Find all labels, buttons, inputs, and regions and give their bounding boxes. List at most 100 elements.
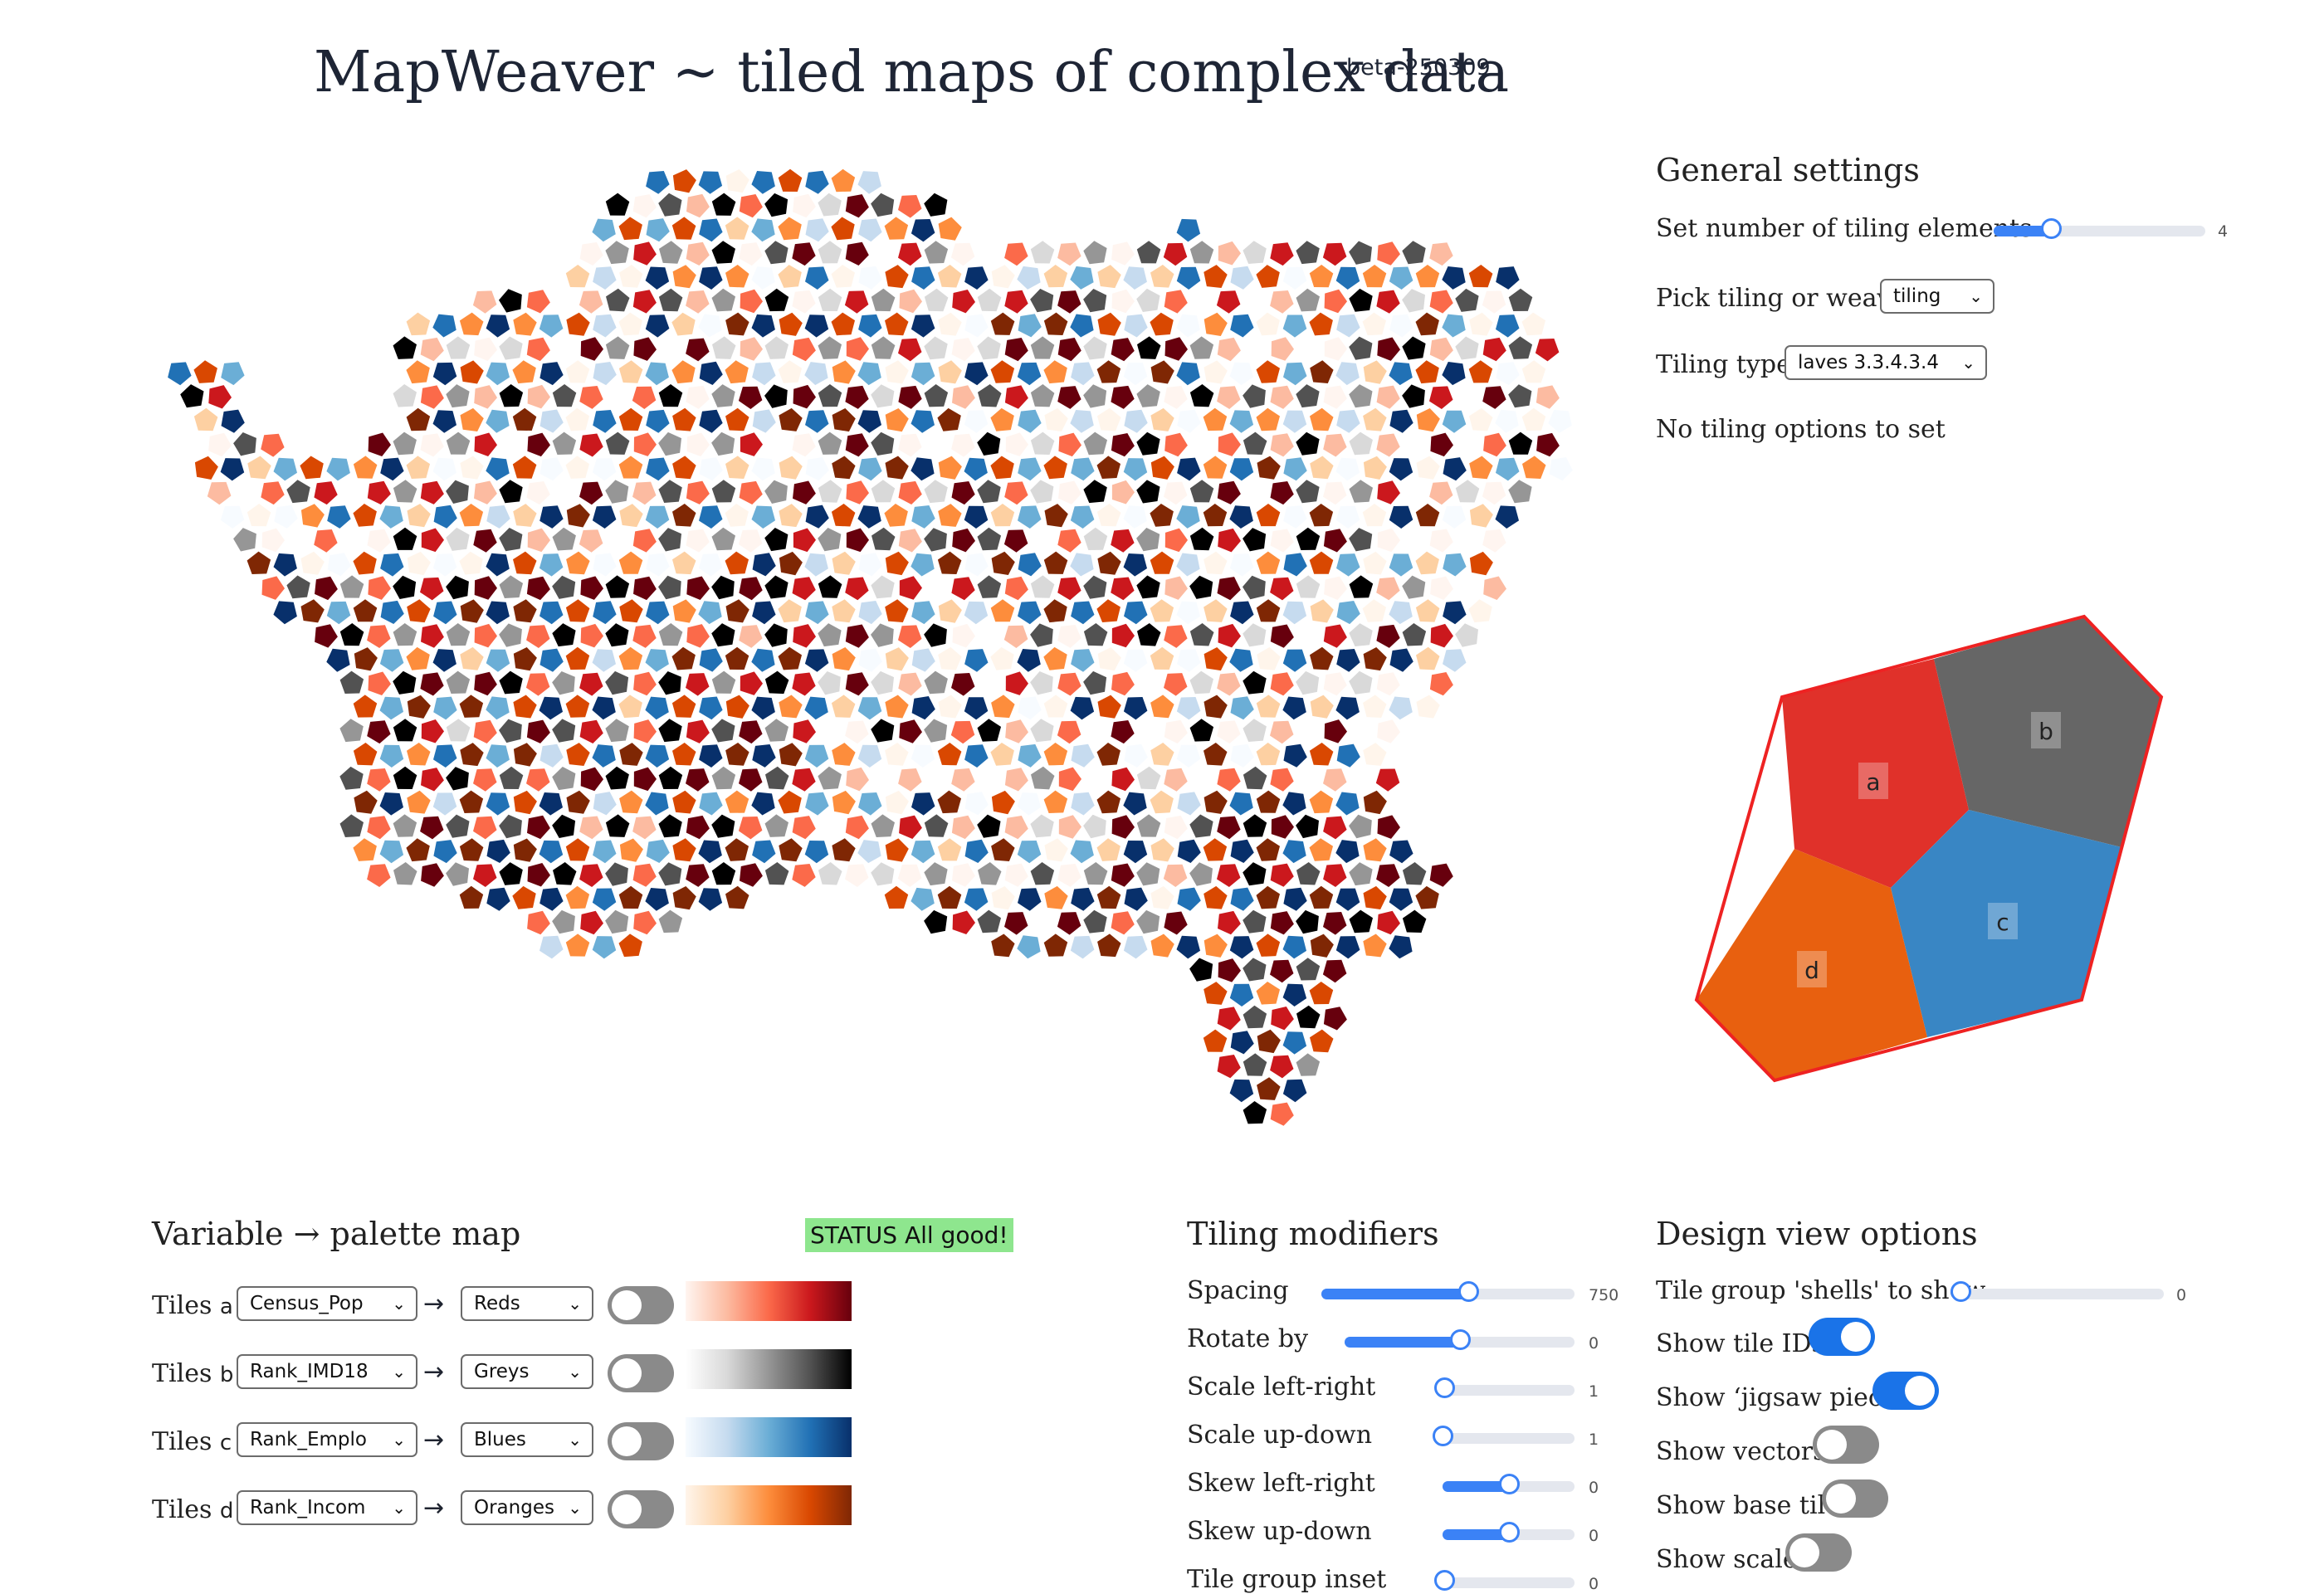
map-tile xyxy=(1455,670,1479,695)
map-tile xyxy=(633,241,657,266)
map-tile xyxy=(605,528,629,552)
modifier-slider[interactable] xyxy=(1443,1522,1575,1543)
map-tile xyxy=(1309,838,1333,861)
map-tile xyxy=(593,266,617,290)
slider-handle[interactable] xyxy=(1434,1377,1455,1398)
map-tile xyxy=(1230,887,1254,911)
map-tile xyxy=(752,601,776,625)
slider-handle[interactable] xyxy=(1950,1281,1971,1302)
map-tile xyxy=(1377,480,1400,505)
map-tile xyxy=(884,885,909,909)
tiling-type-select[interactable]: laves 3.3.4.3.4 ⌄ xyxy=(1784,345,1987,380)
slider-handle[interactable] xyxy=(1457,1281,1479,1302)
slider-handle[interactable] xyxy=(1433,1426,1453,1446)
map-tile xyxy=(526,337,550,362)
map-tile xyxy=(1136,241,1161,264)
tiling-or-weave-select[interactable]: tiling ⌄ xyxy=(1880,279,1994,314)
toggle-switch[interactable] xyxy=(1822,1479,1888,1518)
slider-handle[interactable] xyxy=(1434,1570,1455,1591)
variable-select[interactable]: Rank_Incom ⌄ xyxy=(237,1490,417,1525)
modifier-slider[interactable] xyxy=(1433,1426,1575,1446)
map-tile xyxy=(818,241,842,264)
modifier-slider[interactable] xyxy=(1434,1570,1575,1591)
map-tile xyxy=(1230,696,1254,720)
map-tile xyxy=(938,217,962,241)
map-tile xyxy=(300,599,325,623)
map-tile xyxy=(1218,910,1241,935)
reverse-palette-toggle[interactable] xyxy=(608,1286,674,1324)
map-tile xyxy=(618,217,642,241)
map-tile xyxy=(978,862,1002,885)
palette-select[interactable]: Blues ⌄ xyxy=(461,1422,593,1457)
map-tile xyxy=(605,431,630,455)
map-tile xyxy=(845,433,869,457)
map-tile xyxy=(778,265,802,288)
map-tile xyxy=(580,767,603,792)
variable-select[interactable]: Census_Pop ⌄ xyxy=(237,1286,417,1321)
arrow-icon: → xyxy=(423,1289,445,1319)
map-tile xyxy=(1256,312,1280,336)
map-tile xyxy=(1363,743,1387,766)
map-tile xyxy=(832,743,856,766)
map-tile xyxy=(1335,266,1360,290)
map-tile xyxy=(499,384,524,407)
map-tile xyxy=(1243,480,1267,503)
palette-select[interactable]: Greys ⌄ xyxy=(461,1354,593,1389)
slider-handle[interactable] xyxy=(1449,1329,1471,1350)
slider-handle[interactable] xyxy=(1498,1474,1520,1494)
map-tile xyxy=(1508,384,1532,408)
jigsaw-piece-outline xyxy=(1694,614,2164,1083)
modifier-value: 1 xyxy=(1589,1382,1599,1401)
map-tile xyxy=(805,505,829,529)
map-tile xyxy=(1083,670,1107,695)
variable-select[interactable]: Rank_Emplo ⌄ xyxy=(237,1422,417,1457)
map-tile xyxy=(937,790,961,814)
modifier-slider[interactable] xyxy=(1434,1377,1575,1398)
palette-select[interactable]: Oranges ⌄ xyxy=(461,1490,593,1525)
map-tile xyxy=(977,336,1001,360)
modifier-slider[interactable] xyxy=(1321,1281,1575,1302)
map-tile xyxy=(898,480,922,505)
toggle-switch[interactable] xyxy=(1785,1533,1852,1572)
map-tile xyxy=(1376,433,1400,457)
map-tile xyxy=(1389,840,1413,864)
map-tile xyxy=(1455,528,1478,552)
map-tile xyxy=(764,528,788,552)
map-tile xyxy=(1083,862,1108,885)
map-tile xyxy=(1057,912,1081,935)
map-tile xyxy=(1057,338,1081,362)
map-tile xyxy=(1270,1102,1294,1126)
map-tile xyxy=(1018,314,1042,338)
map-tile xyxy=(1495,505,1519,529)
variable-select[interactable]: Rank_IMD18 ⌄ xyxy=(237,1354,417,1389)
map-tile xyxy=(406,312,431,336)
map-tile xyxy=(1243,1005,1267,1029)
reverse-palette-toggle[interactable] xyxy=(608,1422,674,1460)
reverse-palette-toggle[interactable] xyxy=(608,1490,674,1528)
num-elements-slider[interactable] xyxy=(1994,218,2205,239)
tiled-map[interactable] xyxy=(158,149,1594,1162)
modifier-slider[interactable] xyxy=(1443,1474,1575,1494)
modifier-slider[interactable] xyxy=(1345,1329,1575,1350)
map-tile xyxy=(1097,551,1121,575)
palette-select[interactable]: Reds ⌄ xyxy=(461,1286,593,1321)
toggle-switch[interactable] xyxy=(1872,1372,1939,1410)
base-tile-preview: a b c d xyxy=(1694,614,2164,1083)
shells-slider[interactable] xyxy=(1950,1281,2164,1302)
map-tile xyxy=(1189,766,1213,790)
toggle-switch[interactable] xyxy=(1809,1318,1875,1356)
reverse-palette-toggle[interactable] xyxy=(608,1354,674,1392)
map-tile xyxy=(605,766,629,790)
toggle-switch[interactable] xyxy=(1813,1426,1879,1464)
map-tile xyxy=(1495,409,1519,433)
map-tile xyxy=(952,528,975,553)
map-tile xyxy=(233,528,256,552)
map-tile xyxy=(512,407,537,431)
slider-handle[interactable] xyxy=(1498,1522,1520,1543)
palette-ramp xyxy=(686,1417,852,1457)
slider-handle[interactable] xyxy=(2040,218,2062,239)
map-tile xyxy=(1123,697,1148,720)
map-tile xyxy=(1335,505,1360,529)
map-tile xyxy=(725,456,749,479)
map-tile xyxy=(1164,768,1188,792)
